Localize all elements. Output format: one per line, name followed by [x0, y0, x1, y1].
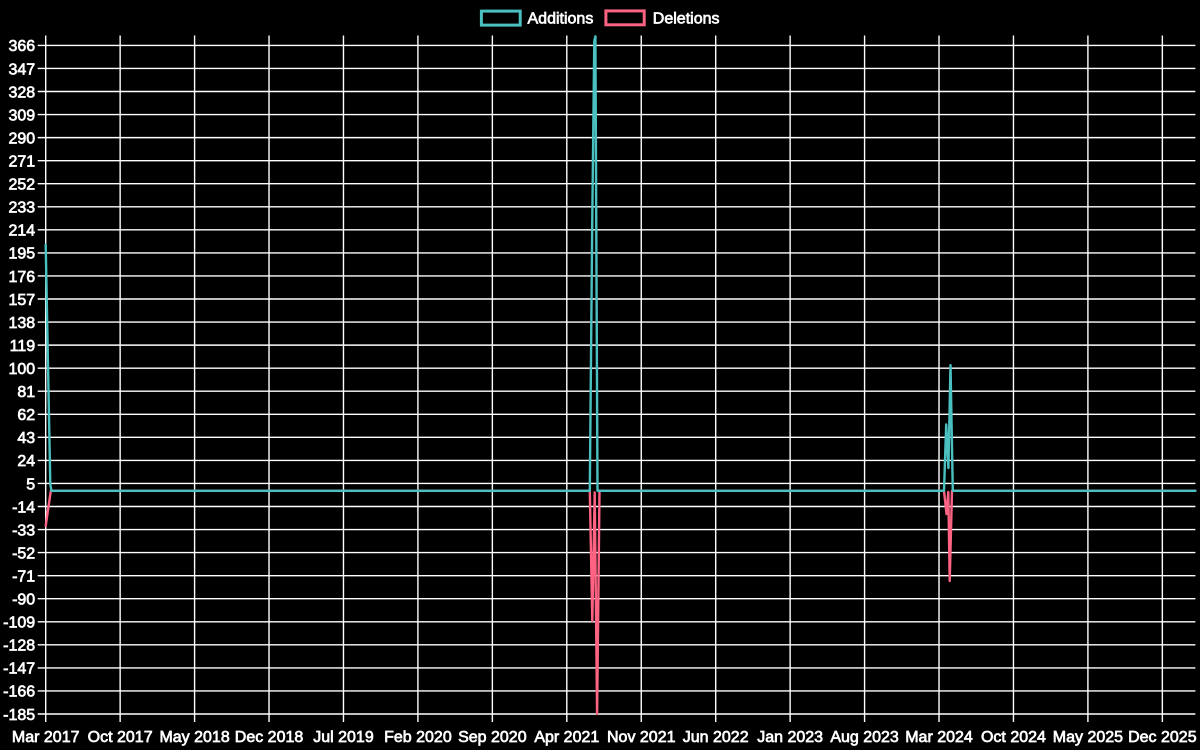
svg-text:347: 347: [8, 61, 35, 78]
svg-text:Jul 2019: Jul 2019: [313, 729, 374, 746]
svg-text:Oct 2017: Oct 2017: [88, 729, 153, 746]
svg-text:366: 366: [8, 38, 35, 55]
svg-text:-109: -109: [3, 615, 35, 632]
svg-text:-166: -166: [3, 684, 35, 701]
svg-text:May 2025: May 2025: [1053, 729, 1123, 746]
svg-text:Aug 2023: Aug 2023: [830, 729, 899, 746]
svg-text:119: 119: [10, 338, 36, 355]
svg-text:-33: -33: [12, 522, 35, 539]
svg-text:Oct 2024: Oct 2024: [981, 729, 1046, 746]
svg-text:Apr 2021: Apr 2021: [534, 729, 599, 746]
svg-text:Dec 2025: Dec 2025: [1128, 729, 1197, 746]
svg-text:Mar 2017: Mar 2017: [12, 729, 80, 746]
svg-text:290: 290: [8, 130, 35, 147]
svg-text:Dec 2018: Dec 2018: [235, 729, 304, 746]
svg-text:252: 252: [8, 177, 35, 194]
svg-text:Deletions: Deletions: [653, 11, 720, 28]
svg-text:Mar 2024: Mar 2024: [905, 729, 973, 746]
svg-text:Additions: Additions: [528, 11, 594, 28]
svg-text:157: 157: [8, 292, 35, 309]
svg-text:Jun 2022: Jun 2022: [683, 729, 749, 746]
svg-text:176: 176: [8, 269, 35, 286]
svg-text:Jan 2023: Jan 2023: [757, 729, 823, 746]
svg-text:233: 233: [8, 200, 35, 217]
svg-text:195: 195: [8, 246, 35, 263]
svg-text:24: 24: [17, 453, 35, 470]
svg-text:-147: -147: [3, 661, 35, 678]
svg-text:-71: -71: [12, 568, 35, 585]
svg-text:43: 43: [17, 430, 35, 447]
svg-text:5: 5: [26, 476, 35, 493]
svg-text:Feb 2020: Feb 2020: [384, 729, 452, 746]
svg-text:-128: -128: [3, 638, 35, 655]
svg-text:-90: -90: [12, 592, 35, 609]
svg-text:214: 214: [8, 223, 35, 240]
svg-text:328: 328: [8, 84, 35, 101]
svg-text:Nov 2021: Nov 2021: [607, 729, 676, 746]
svg-text:-52: -52: [12, 545, 35, 562]
svg-text:May 2018: May 2018: [159, 729, 229, 746]
svg-text:-14: -14: [12, 499, 35, 516]
svg-text:81: 81: [17, 384, 35, 401]
svg-text:309: 309: [8, 107, 35, 124]
svg-text:62: 62: [17, 407, 35, 424]
svg-text:138: 138: [8, 315, 35, 332]
svg-text:-185: -185: [3, 707, 35, 724]
svg-text:271: 271: [8, 153, 35, 170]
svg-text:100: 100: [8, 361, 35, 378]
svg-text:Sep 2020: Sep 2020: [458, 729, 527, 746]
